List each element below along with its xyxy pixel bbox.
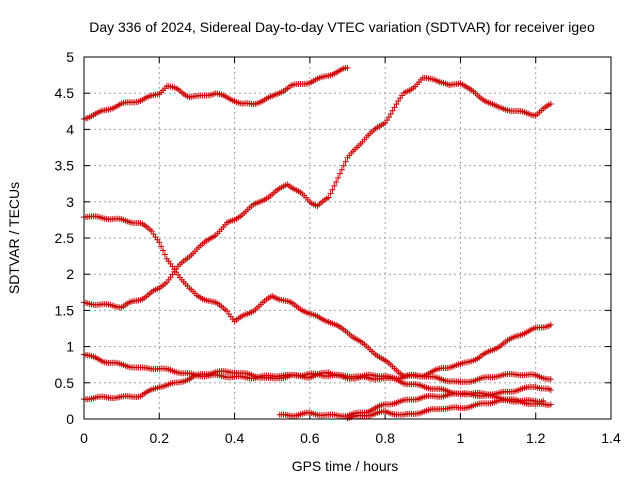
- y-tick-label: 3.5: [55, 158, 75, 174]
- data-point: [342, 158, 349, 165]
- data-point: [333, 179, 340, 186]
- plot-frame: [83, 56, 612, 420]
- chart-title: Day 336 of 2024, Sidereal Day-to-day VTE…: [89, 19, 595, 35]
- x-tick-label: 1: [457, 430, 465, 446]
- data-point: [336, 170, 343, 177]
- data-point: [160, 247, 167, 254]
- y-tick-labels: 0 0.5 1 1.5 2 2.5 3 3.5 4 4.5 5: [55, 49, 75, 427]
- data-point: [335, 174, 342, 181]
- data-point: [158, 243, 165, 250]
- axis-ticks: [83, 56, 612, 420]
- x-axis-label: GPS time / hours: [292, 458, 399, 474]
- data-point: [327, 190, 334, 197]
- data-point: [547, 101, 554, 108]
- data-point: [387, 111, 394, 118]
- data-point: [338, 166, 345, 173]
- data-point: [547, 387, 554, 394]
- data-point: [385, 114, 392, 121]
- data-point: [329, 186, 336, 193]
- series-s7: [344, 397, 547, 422]
- series-s2: [81, 74, 554, 311]
- data-point: [389, 107, 396, 114]
- y-tick-label: 4.5: [55, 85, 75, 101]
- data-point: [547, 376, 554, 383]
- data-point: [391, 104, 398, 111]
- y-tick-label: 4: [66, 121, 74, 137]
- grid-lines: [84, 57, 611, 419]
- x-tick-labels: 0 0.2 0.4 0.6 0.8 1 1.2 1.4: [80, 430, 621, 446]
- data-point: [340, 162, 347, 169]
- data-point: [156, 239, 163, 246]
- data-point: [393, 101, 400, 108]
- data-point: [331, 182, 338, 189]
- data-point: [547, 401, 554, 408]
- series-s6: [276, 383, 554, 420]
- data-point: [325, 194, 332, 201]
- x-tick-label: 0.4: [225, 430, 245, 446]
- x-tick-label: 0.6: [300, 430, 320, 446]
- data-point: [344, 64, 351, 71]
- x-tick-label: 0: [80, 430, 88, 446]
- series-s3: [81, 213, 554, 380]
- y-tick-label: 3: [66, 194, 74, 210]
- series-s1: [81, 64, 351, 122]
- data-point: [547, 321, 554, 328]
- y-tick-label: 5: [66, 49, 74, 65]
- x-tick-label: 1.2: [526, 430, 546, 446]
- x-tick-label: 0.8: [375, 430, 395, 446]
- y-tick-label: 0.5: [55, 375, 75, 391]
- y-tick-label: 0: [66, 411, 74, 427]
- data-point: [161, 251, 168, 258]
- data-point: [148, 228, 155, 235]
- y-axis-label: SDTVAR / TECUs: [6, 182, 22, 294]
- y-tick-label: 1.5: [55, 302, 75, 318]
- data-points: [81, 64, 554, 422]
- x-tick-label: 1.4: [601, 430, 621, 446]
- data-point: [540, 397, 547, 404]
- y-tick-label: 1: [66, 339, 74, 355]
- y-tick-label: 2: [66, 266, 74, 282]
- x-tick-label: 0.2: [150, 430, 170, 446]
- y-tick-label: 2.5: [55, 230, 75, 246]
